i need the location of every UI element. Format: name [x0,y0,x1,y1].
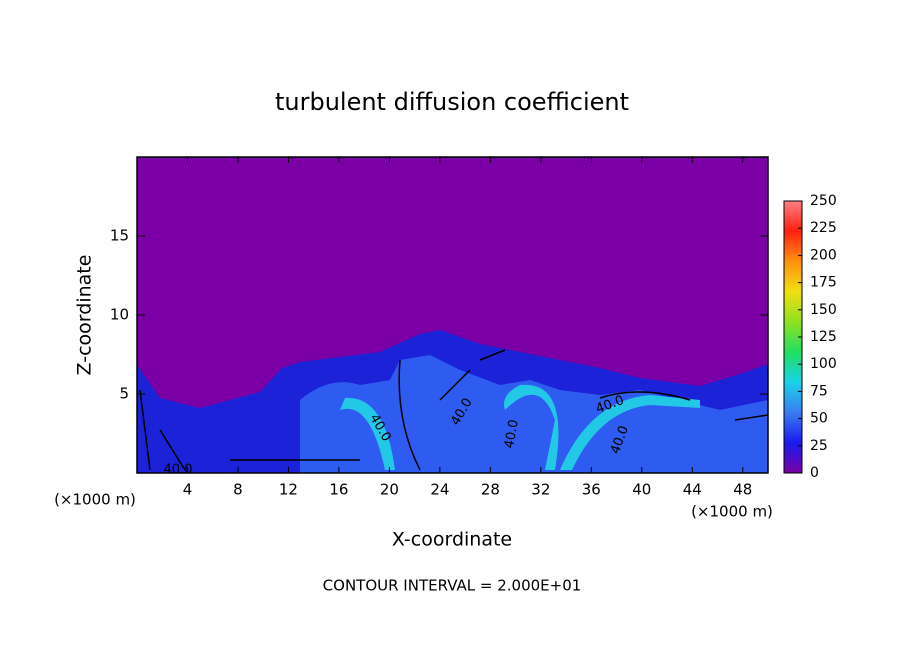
colorbar: 0 25 50 75 100 125 150 175 200 225 250 [783,193,837,481]
contour-line [139,349,768,471]
colorbar-tick-label: 250 [810,193,837,209]
colorbar-tick-label: 125 [810,329,837,345]
x-unit: (×1000 m) [691,503,773,521]
y-tick-label: 5 [119,385,129,403]
y-unit: (×1000 m) [54,491,136,509]
colorbar-tick-label: 175 [810,275,837,291]
x-tick-label: 20 [380,481,399,499]
colorbar-tick-label: 25 [810,438,828,454]
y-axis-label: Z-coordinate [74,255,96,376]
y-tick-label: 15 [110,227,129,245]
x-tick-label: 44 [683,481,702,499]
contour-label: 40.0 [164,463,193,478]
x-tick-label: 16 [329,481,348,499]
colorbar-tick-label: 100 [810,356,837,372]
x-tick-label: 8 [233,481,243,499]
colorbar-tick-label: 75 [810,383,828,399]
x-axis-label: X-coordinate [392,529,512,551]
footer-note: CONTOUR INTERVAL = 2.000E+01 [323,577,582,595]
x-tick-label: 28 [481,481,500,499]
colorbar-tick-label: 0 [810,465,819,481]
x-tick-label: 4 [183,481,193,499]
chart-title: turbulent diffusion coefficient [275,88,629,116]
colorbar-tick-label: 50 [810,411,828,427]
x-tick-label: 40 [632,481,651,499]
colorbar-tick-label: 150 [810,302,837,318]
x-tick-label: 32 [531,481,550,499]
x-tick-label: 12 [279,481,298,499]
colorbar-tick-label: 225 [810,220,837,236]
contour-label: 40.0 [502,418,522,449]
colorbar-tick-label: 200 [810,247,837,263]
field-region [300,355,768,473]
x-tick-label: 36 [582,481,601,499]
x-tick-label: 48 [733,481,752,499]
field [137,157,768,473]
y-tick-label: 10 [110,306,129,324]
x-tick-label: 24 [430,481,449,499]
